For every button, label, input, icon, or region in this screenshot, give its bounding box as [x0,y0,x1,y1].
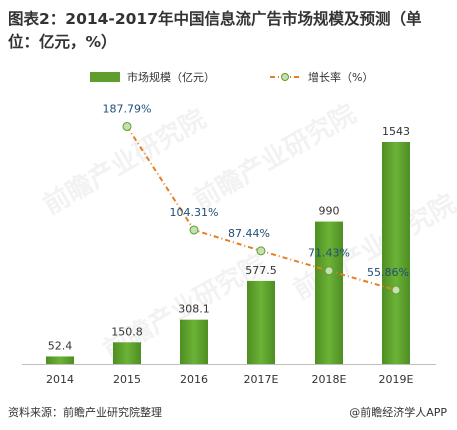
bar-2017E [247,280,275,364]
bar-2015 [113,342,141,364]
legend-marker-line [281,73,289,81]
brand-mark: @前瞻经济学人APP [349,406,447,419]
x-tick-2019E: 2019E [379,373,414,386]
x-tick-2016: 2016 [180,373,208,386]
growth-label-2016: 104.31% [170,206,219,219]
watermark-text-0: 前瞻产业研究院 [38,103,211,221]
x-tick-2017E: 2017E [244,373,279,386]
bar-2014 [46,356,74,364]
x-tick-2015: 2015 [113,373,141,386]
chart-title: 图表2：2014-2017年中国信息流广告市场规模及预测（单位：亿元，%） [8,10,422,51]
bar-label-2019E: 1543 [382,125,410,138]
x-axis: 2014 2015 2016 2017E 2018E 2019E [22,364,436,386]
growth-line: 187.79% 104.31% 87.44% 71.43% 55.86% [103,102,409,295]
growth-point-2017E [256,246,266,256]
watermark-text-1: 前瞻产业研究院 [188,98,361,216]
bar-label-2015: 150.8 [111,325,143,338]
x-tick-2014: 2014 [46,373,74,386]
source-note: 资料来源：前瞻产业研究院整理 [8,406,162,419]
legend-label-bar: 市场规模（亿元） [127,70,215,84]
growth-point-2016 [189,225,199,235]
bar-label-2014: 52.4 [48,339,73,352]
legend: 市场规模（亿元） 增长率（%） [90,70,373,84]
bar-2019E [382,142,410,364]
growth-label-2018E: 71.43% [308,247,350,260]
x-tick-2018E: 2018E [312,373,347,386]
growth-label-2019E: 55.86% [367,266,409,279]
growth-point-2019E [391,285,401,295]
bar-2018E [315,221,343,364]
bar-label-2017E: 577.5 [245,264,277,277]
bar-2016 [180,319,208,364]
legend-label-line: 增长率（%） [308,70,373,84]
bar-label-2016: 308.1 [178,303,210,316]
growth-point-2018E [324,266,334,276]
legend-swatch-bar [90,72,120,82]
growth-point-2015 [122,121,132,131]
growth-label-2015: 187.79% [103,102,152,115]
bar-label-2018E: 990 [319,205,340,218]
growth-label-2017E: 87.44% [228,227,270,240]
bars: 52.4 150.8 308.1 577.5 990 1543 [46,125,410,364]
